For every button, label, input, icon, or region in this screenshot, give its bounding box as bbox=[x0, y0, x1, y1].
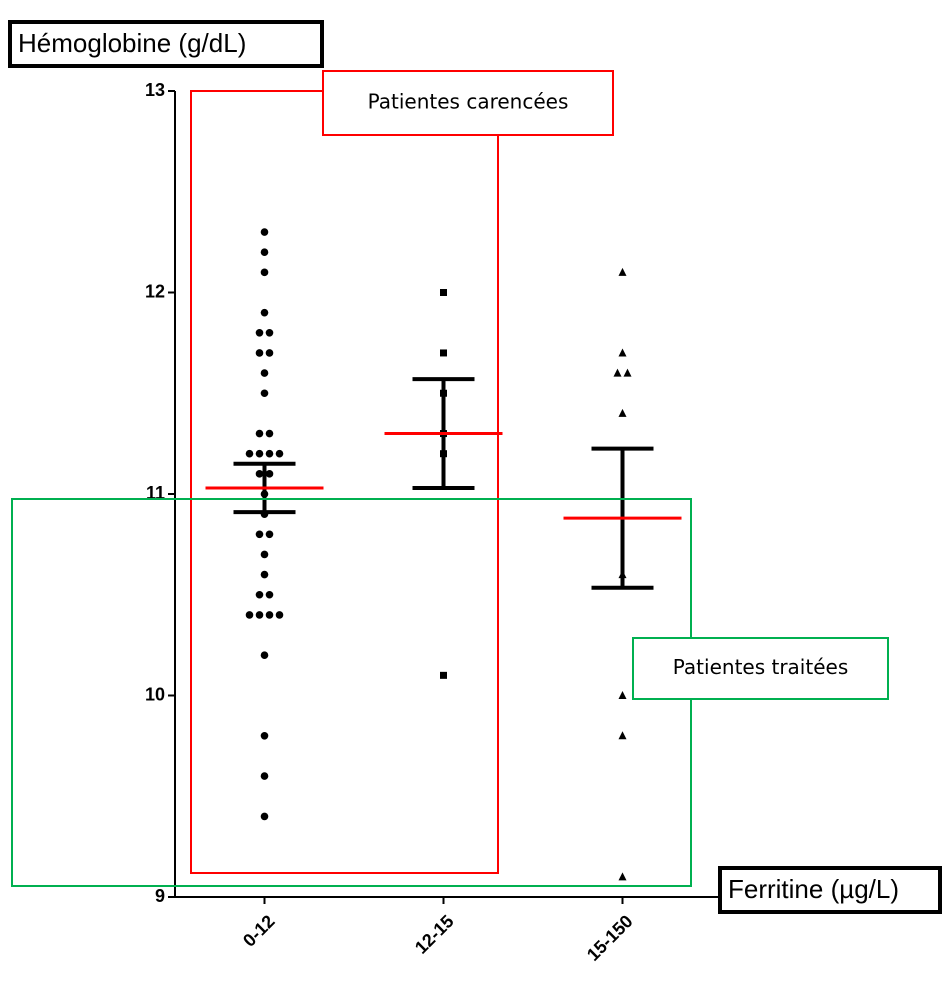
x-tick-label: 15-150 bbox=[583, 911, 637, 965]
point bbox=[260, 308, 269, 317]
point bbox=[245, 449, 254, 458]
y-tick-label: 9 bbox=[155, 886, 165, 906]
point bbox=[265, 449, 274, 458]
point bbox=[260, 389, 269, 398]
point bbox=[440, 289, 447, 296]
point bbox=[260, 772, 269, 780]
y-tick-label: 11 bbox=[146, 483, 165, 503]
point bbox=[255, 611, 264, 619]
point bbox=[255, 530, 264, 539]
point bbox=[245, 611, 254, 619]
point bbox=[265, 530, 274, 539]
point bbox=[255, 429, 264, 438]
point bbox=[255, 470, 264, 478]
point bbox=[613, 368, 622, 377]
annotation-text: Patientes traitées bbox=[673, 655, 848, 679]
point bbox=[255, 590, 264, 599]
point bbox=[618, 872, 627, 881]
annotation-frame bbox=[11, 498, 692, 887]
y-axis-label: Hémoglobine (g/dL) bbox=[18, 28, 246, 58]
y-tick-label: 13 bbox=[145, 80, 165, 100]
point bbox=[265, 611, 274, 619]
x-tick-label: 0-12 bbox=[239, 911, 279, 951]
point bbox=[255, 349, 264, 357]
point bbox=[275, 449, 284, 458]
point bbox=[265, 470, 274, 478]
point bbox=[255, 329, 264, 337]
point bbox=[265, 349, 274, 357]
point bbox=[260, 812, 269, 821]
point bbox=[255, 449, 264, 458]
point bbox=[260, 570, 269, 579]
annotation-text: Patientes carencées bbox=[368, 90, 569, 114]
y-tick-label: 12 bbox=[145, 281, 165, 301]
point bbox=[265, 329, 274, 337]
point bbox=[260, 651, 269, 659]
point bbox=[260, 550, 269, 559]
point bbox=[260, 228, 269, 236]
point bbox=[260, 248, 269, 256]
point bbox=[440, 671, 447, 679]
point bbox=[440, 349, 447, 357]
annotation-frame bbox=[190, 90, 499, 874]
point bbox=[275, 611, 284, 619]
point bbox=[618, 691, 627, 699]
point bbox=[618, 731, 627, 740]
y-tick-label: 10 bbox=[145, 684, 165, 704]
point bbox=[260, 732, 269, 740]
x-label-box bbox=[718, 866, 942, 914]
annotation-box bbox=[322, 70, 614, 136]
point bbox=[265, 590, 274, 599]
point bbox=[260, 268, 269, 277]
point bbox=[618, 408, 627, 417]
x-tick-label: 12-15 bbox=[411, 911, 458, 958]
x-axis-label: Ferritine (µg/L) bbox=[728, 874, 899, 904]
point bbox=[260, 369, 269, 377]
point bbox=[618, 267, 627, 276]
point bbox=[623, 368, 632, 377]
point bbox=[265, 429, 274, 438]
point bbox=[618, 348, 627, 357]
annotation-box bbox=[632, 637, 889, 700]
y-label-box bbox=[8, 20, 324, 68]
